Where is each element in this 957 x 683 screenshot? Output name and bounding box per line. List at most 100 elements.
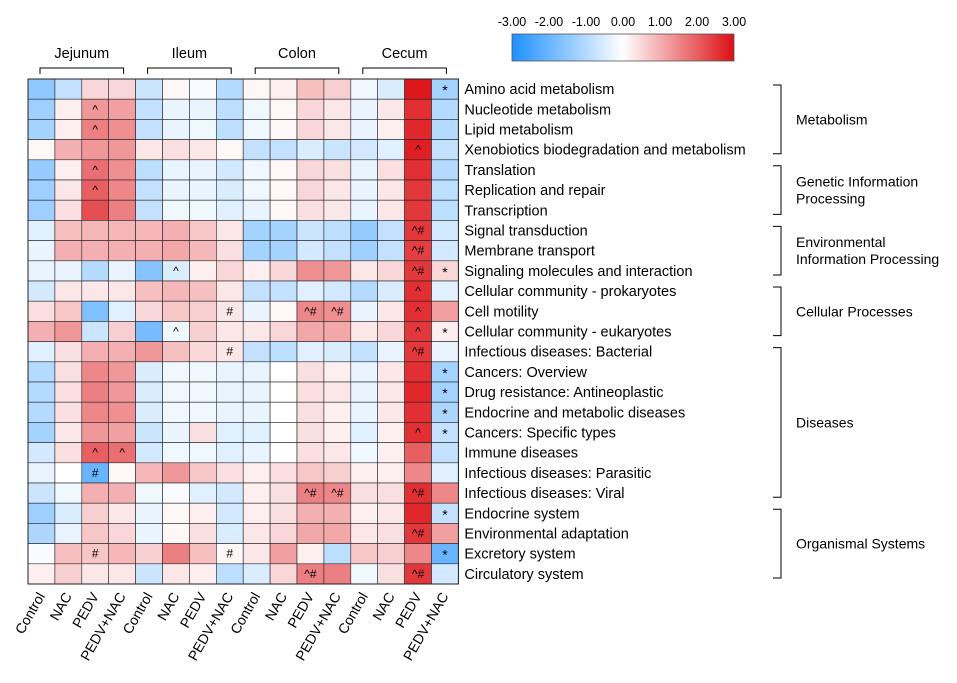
heatmap-cell [135, 98, 163, 120]
heatmap-cell [350, 361, 378, 383]
heatmap-cell [350, 563, 378, 585]
heatmap-cell [27, 78, 56, 100]
column-label: Control [12, 590, 48, 637]
row-label: Nucleotide metabolism [464, 102, 611, 118]
heatmap-cell [323, 523, 352, 544]
heatmap-cell [216, 220, 244, 241]
colorbar-tick-label: 0.00 [611, 15, 635, 29]
heatmap-cell [81, 523, 110, 544]
heatmap-cell [323, 422, 352, 443]
heatmap-cell [135, 422, 163, 443]
heatmap-cell [54, 401, 83, 423]
heatmap-cell [242, 240, 271, 262]
heatmap-cell [108, 78, 136, 100]
category-label: Diseases [796, 414, 854, 430]
heatmap-cell [189, 462, 217, 484]
heatmap-cell [216, 361, 244, 383]
heatmap-cell [108, 462, 136, 484]
heatmap-cell [377, 159, 405, 181]
heatmap-cell [269, 502, 298, 524]
heatmap-cell [27, 543, 56, 565]
heatmap-cell [54, 462, 83, 484]
heatmap-cell [216, 159, 244, 181]
heatmap-cell [350, 78, 378, 100]
heatmap-cell [54, 220, 83, 241]
heatmap-cell [296, 401, 325, 423]
heatmap-cell [242, 98, 271, 120]
heatmap-cell [27, 442, 56, 464]
heatmap-cell [350, 341, 378, 363]
heatmap-cell [162, 280, 190, 302]
heatmap-cell [216, 78, 244, 100]
heatmap-cell [350, 139, 378, 161]
heatmap-cell [216, 260, 244, 282]
heatmap-cell [135, 179, 163, 201]
tissue-label: Colon [278, 46, 316, 62]
heatmap-cell [377, 523, 405, 544]
heatmap-cell [377, 422, 405, 443]
significance-mark: * [442, 405, 448, 421]
heatmap-cell [162, 401, 190, 423]
row-label: Infectious diseases: Parasitic [464, 466, 651, 482]
heatmap-cell [404, 199, 432, 221]
heatmap-cell [377, 482, 405, 504]
heatmap-cell [189, 401, 217, 423]
heatmap-cell [54, 280, 83, 302]
heatmap-cell [296, 220, 325, 241]
heatmap-cell [81, 381, 110, 403]
heatmap-cell [350, 442, 378, 464]
significance-mark: ^# [331, 304, 344, 318]
heatmap-cell [27, 361, 56, 383]
heatmap-cell [323, 462, 352, 484]
heatmap-cell [242, 563, 271, 585]
heatmap-cell [269, 139, 298, 161]
heatmap-cell [404, 159, 432, 181]
heatmap-cell [377, 321, 405, 342]
category-label: Genetic Information [796, 174, 918, 190]
heatmap-cell [377, 78, 405, 100]
heatmap-cell [242, 523, 271, 544]
row-label: Infectious diseases: Bacterial [464, 345, 652, 361]
heatmap-cell [162, 240, 190, 262]
heatmap-cell [189, 361, 217, 383]
significance-mark: ^ [92, 183, 98, 197]
heatmap-cell [323, 179, 352, 201]
heatmap-cell [404, 361, 432, 383]
heatmap-cell [242, 401, 271, 423]
heatmap-cell [404, 179, 432, 201]
heatmap-cell [81, 220, 110, 241]
heatmap-cell [27, 321, 56, 342]
heatmap-cell [242, 260, 271, 282]
heatmap-cell [323, 381, 352, 403]
category-label: Environmental [796, 234, 886, 250]
heatmap-cell [27, 341, 56, 363]
heatmap-cell [269, 442, 298, 464]
row-label: Drug resistance: Antineoplastic [464, 385, 663, 401]
heatmap-cell [350, 220, 378, 241]
heatmap-cell [189, 159, 217, 181]
heatmap-cell [431, 300, 459, 322]
heatmap-cell [135, 199, 163, 221]
colorbar-tick-label: -2.00 [535, 15, 564, 29]
heatmap-cell [431, 523, 459, 544]
heatmap-cell [27, 381, 56, 403]
colorbar-tick-label: 2.00 [685, 15, 709, 29]
row-label: Translation [464, 163, 535, 179]
heatmap-cell [108, 361, 136, 383]
heatmap-cell [350, 119, 378, 140]
significance-mark: ^# [412, 224, 425, 238]
heatmap-cell [162, 361, 190, 383]
heatmap-cell [54, 543, 83, 565]
category-bracket [773, 347, 782, 498]
heatmap-cell [108, 341, 136, 363]
significance-mark: ^ [415, 325, 421, 339]
heatmap-cell [242, 462, 271, 484]
row-label: Signal transduction [464, 224, 587, 240]
row-label: Signaling molecules and interaction [464, 264, 692, 280]
heatmap-cell [377, 381, 405, 403]
heatmap-cell [269, 422, 298, 443]
heatmap-cell [135, 341, 163, 363]
heatmap-cell [296, 341, 325, 363]
row-label: Infectious diseases: Viral [464, 486, 624, 502]
heatmap-cell [323, 321, 352, 342]
